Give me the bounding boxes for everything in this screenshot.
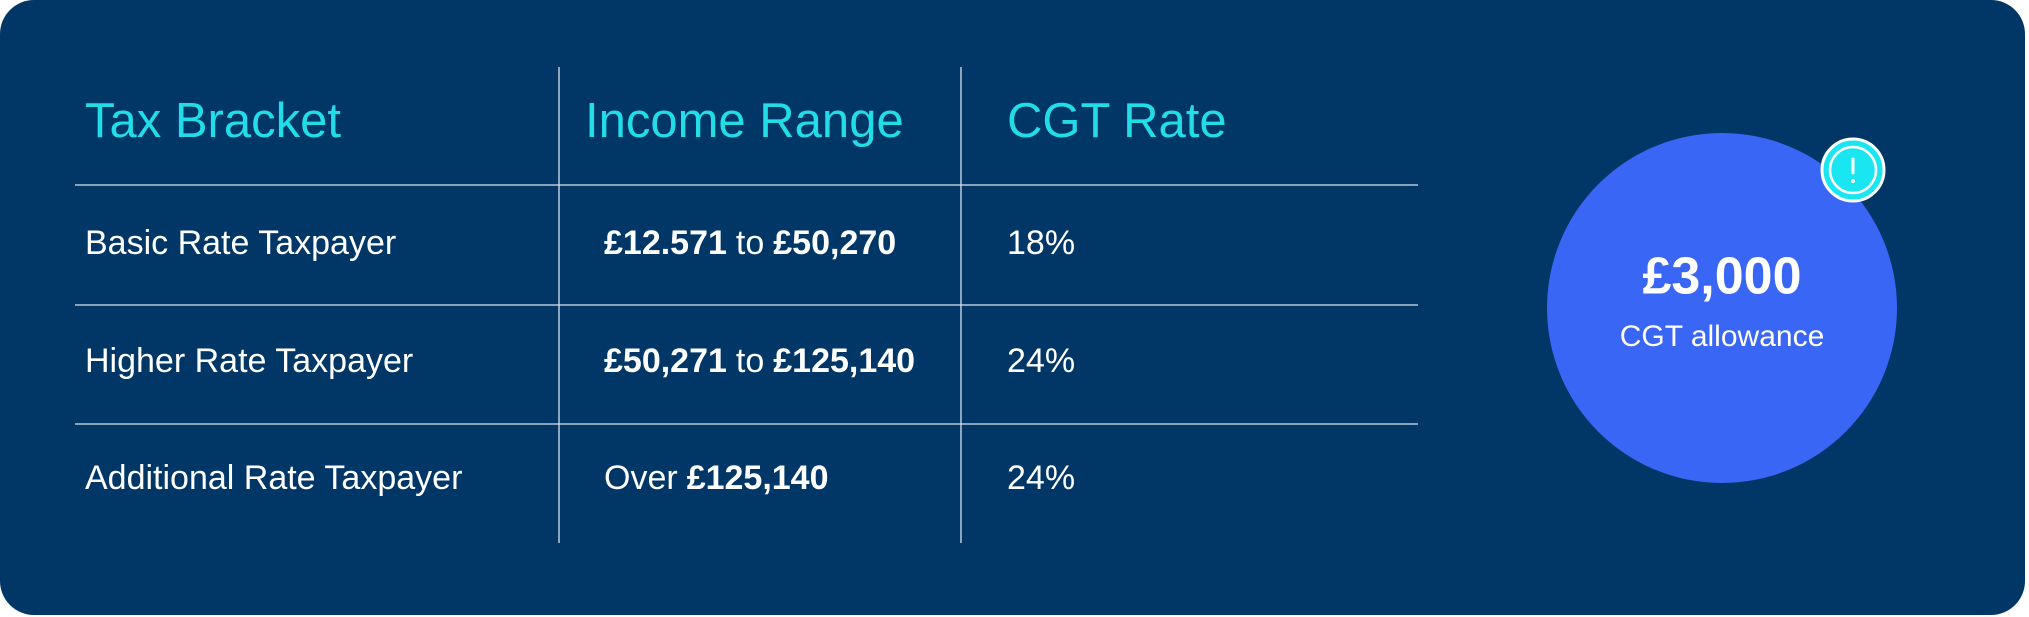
allowance-circle	[1547, 133, 1897, 483]
income-range-part: £12.571	[604, 224, 727, 262]
income-range-part: £125,140	[687, 459, 829, 497]
income-range: Over £125,140	[604, 459, 829, 497]
income-range-part: £50,270	[773, 224, 896, 262]
info-icon-ring	[1828, 145, 1878, 195]
cgt-rate: 24%	[1007, 342, 1075, 380]
column-header: Tax Bracket	[85, 94, 341, 148]
column-header: CGT Rate	[1007, 94, 1227, 148]
allowance-label: CGT allowance	[1620, 320, 1825, 353]
column-header: Income Range	[585, 94, 904, 148]
cgt-rate: 18%	[1007, 224, 1075, 262]
income-range-part: to	[736, 342, 764, 380]
income-range-part: to	[736, 224, 764, 262]
tax-bracket: Basic Rate Taxpayer	[85, 224, 396, 262]
allowance-badge: £3,000 CGT allowance	[1547, 133, 1897, 483]
income-range: £50,271 to £125,140	[604, 342, 915, 380]
cgt-rate: 24%	[1007, 459, 1075, 497]
tax-table: Tax Bracket Income Range CGT Rate Basic Rat…	[75, 67, 1418, 543]
income-range: £12.571 to £50,270	[604, 224, 896, 262]
info-icon-dot	[1851, 179, 1855, 183]
income-range-part: Over	[604, 459, 678, 497]
income-range-part: £125,140	[773, 342, 915, 380]
tax-bracket: Additional Rate Taxpayer	[85, 459, 462, 497]
income-range-part: £50,271	[604, 342, 727, 380]
allowance-amount: £3,000	[1642, 248, 1801, 306]
tax-bracket: Higher Rate Taxpayer	[85, 342, 413, 380]
